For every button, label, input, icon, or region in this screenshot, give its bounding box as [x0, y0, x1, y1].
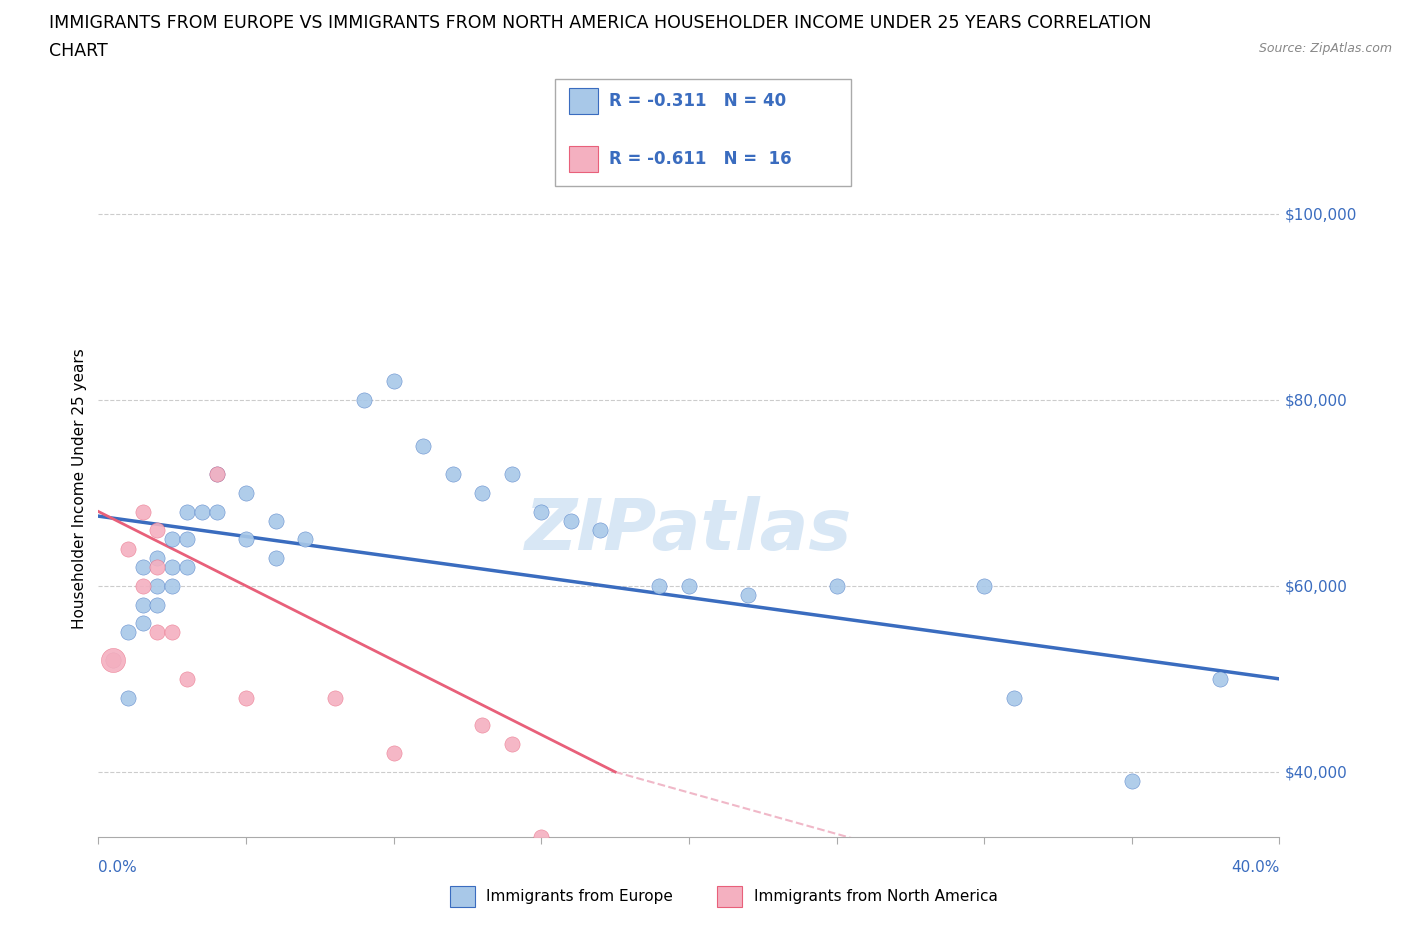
Point: [103, 653, 125, 668]
Point: [441, 467, 464, 482]
Point: [162, 578, 183, 593]
Point: [560, 513, 582, 528]
Point: [176, 560, 198, 575]
Text: 40.0%: 40.0%: [1232, 860, 1279, 875]
Point: [471, 718, 494, 733]
Point: [132, 616, 155, 631]
Point: [825, 578, 848, 593]
Text: 0.0%: 0.0%: [98, 860, 138, 875]
Point: [162, 625, 183, 640]
Point: [235, 485, 257, 500]
Text: Immigrants from Europe: Immigrants from Europe: [486, 889, 673, 904]
Point: [1002, 690, 1025, 705]
Point: [205, 467, 228, 482]
Point: [176, 504, 198, 519]
Point: [235, 532, 257, 547]
Point: [176, 532, 198, 547]
Point: [264, 513, 287, 528]
Point: [103, 653, 125, 668]
Point: [589, 523, 612, 538]
Point: [1121, 774, 1143, 789]
Point: [146, 578, 169, 593]
Point: [264, 551, 287, 565]
Text: Immigrants from North America: Immigrants from North America: [754, 889, 997, 904]
Point: [530, 830, 553, 844]
Point: [146, 597, 169, 612]
Point: [353, 392, 375, 407]
Point: [235, 690, 257, 705]
Point: [146, 625, 169, 640]
Point: [412, 439, 434, 454]
Point: [146, 523, 169, 538]
Point: [132, 597, 155, 612]
Point: [294, 532, 316, 547]
Point: [132, 504, 155, 519]
Text: R = -0.611   N =  16: R = -0.611 N = 16: [609, 150, 792, 168]
Point: [530, 504, 553, 519]
Point: [146, 560, 169, 575]
Point: [117, 625, 139, 640]
Point: [146, 551, 169, 565]
Y-axis label: Householder Income Under 25 years: Householder Income Under 25 years: [72, 348, 87, 629]
Point: [471, 485, 494, 500]
Text: R = -0.311   N = 40: R = -0.311 N = 40: [609, 92, 786, 111]
Point: [501, 737, 523, 751]
Point: [132, 578, 155, 593]
Point: [117, 690, 139, 705]
Point: [737, 588, 759, 603]
Point: [162, 560, 183, 575]
Point: [205, 504, 228, 519]
Text: CHART: CHART: [49, 42, 108, 60]
Text: ZIPatlas: ZIPatlas: [526, 496, 852, 565]
Point: [323, 690, 346, 705]
Point: [176, 671, 198, 686]
Point: [973, 578, 995, 593]
Point: [205, 467, 228, 482]
Point: [132, 560, 155, 575]
Point: [1209, 671, 1232, 686]
Point: [103, 653, 125, 668]
Point: [382, 374, 405, 389]
Point: [117, 541, 139, 556]
Point: [162, 532, 183, 547]
Point: [191, 504, 214, 519]
Point: [501, 467, 523, 482]
Text: IMMIGRANTS FROM EUROPE VS IMMIGRANTS FROM NORTH AMERICA HOUSEHOLDER INCOME UNDER: IMMIGRANTS FROM EUROPE VS IMMIGRANTS FRO…: [49, 14, 1152, 32]
Text: Source: ZipAtlas.com: Source: ZipAtlas.com: [1258, 42, 1392, 55]
Point: [648, 578, 671, 593]
Point: [678, 578, 700, 593]
Point: [382, 746, 405, 761]
